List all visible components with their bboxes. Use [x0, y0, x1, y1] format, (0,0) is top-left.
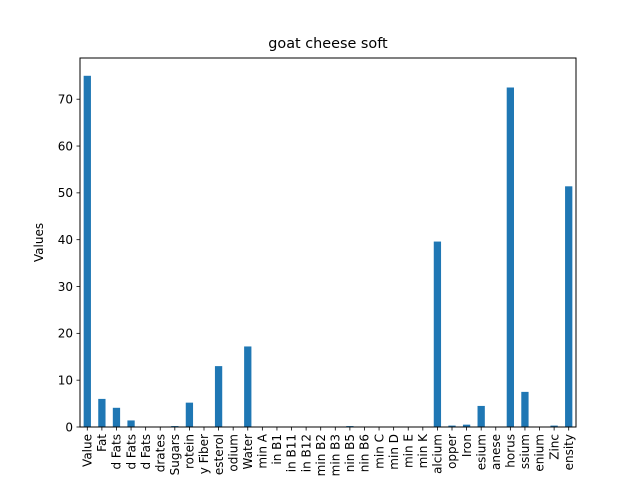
x-tick-label: d Fats	[139, 434, 153, 470]
x-tick-label: in B1	[270, 434, 284, 465]
bar-2	[112, 407, 121, 427]
bar-24	[433, 241, 442, 427]
y-tick-label: 0	[65, 420, 73, 434]
y-tick-label: 50	[58, 186, 73, 200]
bar-25	[448, 425, 456, 427]
x-tick-label: nin B5	[343, 434, 357, 472]
bar-11	[244, 346, 252, 427]
x-tick-label: alcium	[431, 434, 445, 474]
x-tick-label: nin B6	[358, 434, 372, 472]
bar-0	[83, 75, 91, 427]
x-tick-label: odium	[226, 434, 240, 472]
x-tick-label: Water	[241, 434, 255, 470]
y-axis-label: Values	[32, 223, 46, 262]
y-tick-label: 70	[58, 93, 73, 107]
bars-group	[83, 75, 573, 427]
y-tick-label: 10	[58, 373, 73, 387]
x-tick-label: min B3	[328, 434, 342, 476]
x-tick-label: min K	[416, 433, 430, 468]
x-tick-label: y Fiber	[197, 434, 211, 474]
bar-33	[565, 186, 573, 427]
x-tick-label: esterol	[212, 434, 226, 475]
x-tick-label: enium	[533, 434, 547, 472]
x-tick-label: Iron	[460, 434, 474, 457]
bar-7	[185, 402, 194, 427]
x-tick-label: min C	[372, 434, 386, 469]
x-axis: Value Fat d Fats d Fats d Fats drates Sugars ro…	[80, 427, 576, 476]
bar-27	[477, 405, 485, 427]
x-tick-label: min D	[387, 434, 401, 470]
x-tick-label: Fat	[95, 434, 109, 452]
bar-30	[521, 391, 529, 427]
x-tick-label: in B11	[285, 434, 299, 472]
x-tick-label: Zinc	[547, 434, 561, 460]
x-tick-label: Sugars	[168, 434, 182, 475]
x-tick-label: esium	[474, 434, 488, 470]
y-axis: 0 10 20 30 40 50 60 70	[58, 93, 80, 434]
plot-frame	[79, 57, 577, 428]
x-tick-label: anese	[489, 434, 503, 470]
x-tick-label: horus	[504, 434, 518, 468]
bar-1	[98, 398, 106, 427]
x-tick-label: in B12	[299, 434, 313, 472]
x-tick-label: d Fats	[110, 434, 124, 470]
bar-26	[462, 424, 471, 427]
y-tick-label: 20	[58, 327, 73, 341]
chart-title: goat cheese soft	[268, 36, 388, 52]
x-tick-label: min E	[401, 434, 415, 468]
y-tick-label: 30	[58, 280, 73, 294]
y-tick-label: 60	[58, 139, 73, 153]
x-tick-label: ssium	[518, 434, 532, 469]
x-tick-label: ensity	[562, 434, 576, 470]
x-tick-label: Value	[80, 434, 94, 467]
bar-9	[214, 366, 223, 427]
bar-3	[127, 420, 135, 427]
x-tick-label: min A	[256, 433, 270, 468]
x-tick-label: opper	[445, 434, 459, 469]
x-tick-label: rotein	[183, 434, 197, 469]
x-tick-label: d Fats	[124, 434, 138, 470]
y-tick-label: 40	[58, 233, 73, 247]
x-tick-label: drates	[153, 434, 167, 472]
x-tick-label: min B2	[314, 434, 328, 476]
bar-29	[506, 87, 514, 427]
bar-32	[550, 425, 558, 427]
